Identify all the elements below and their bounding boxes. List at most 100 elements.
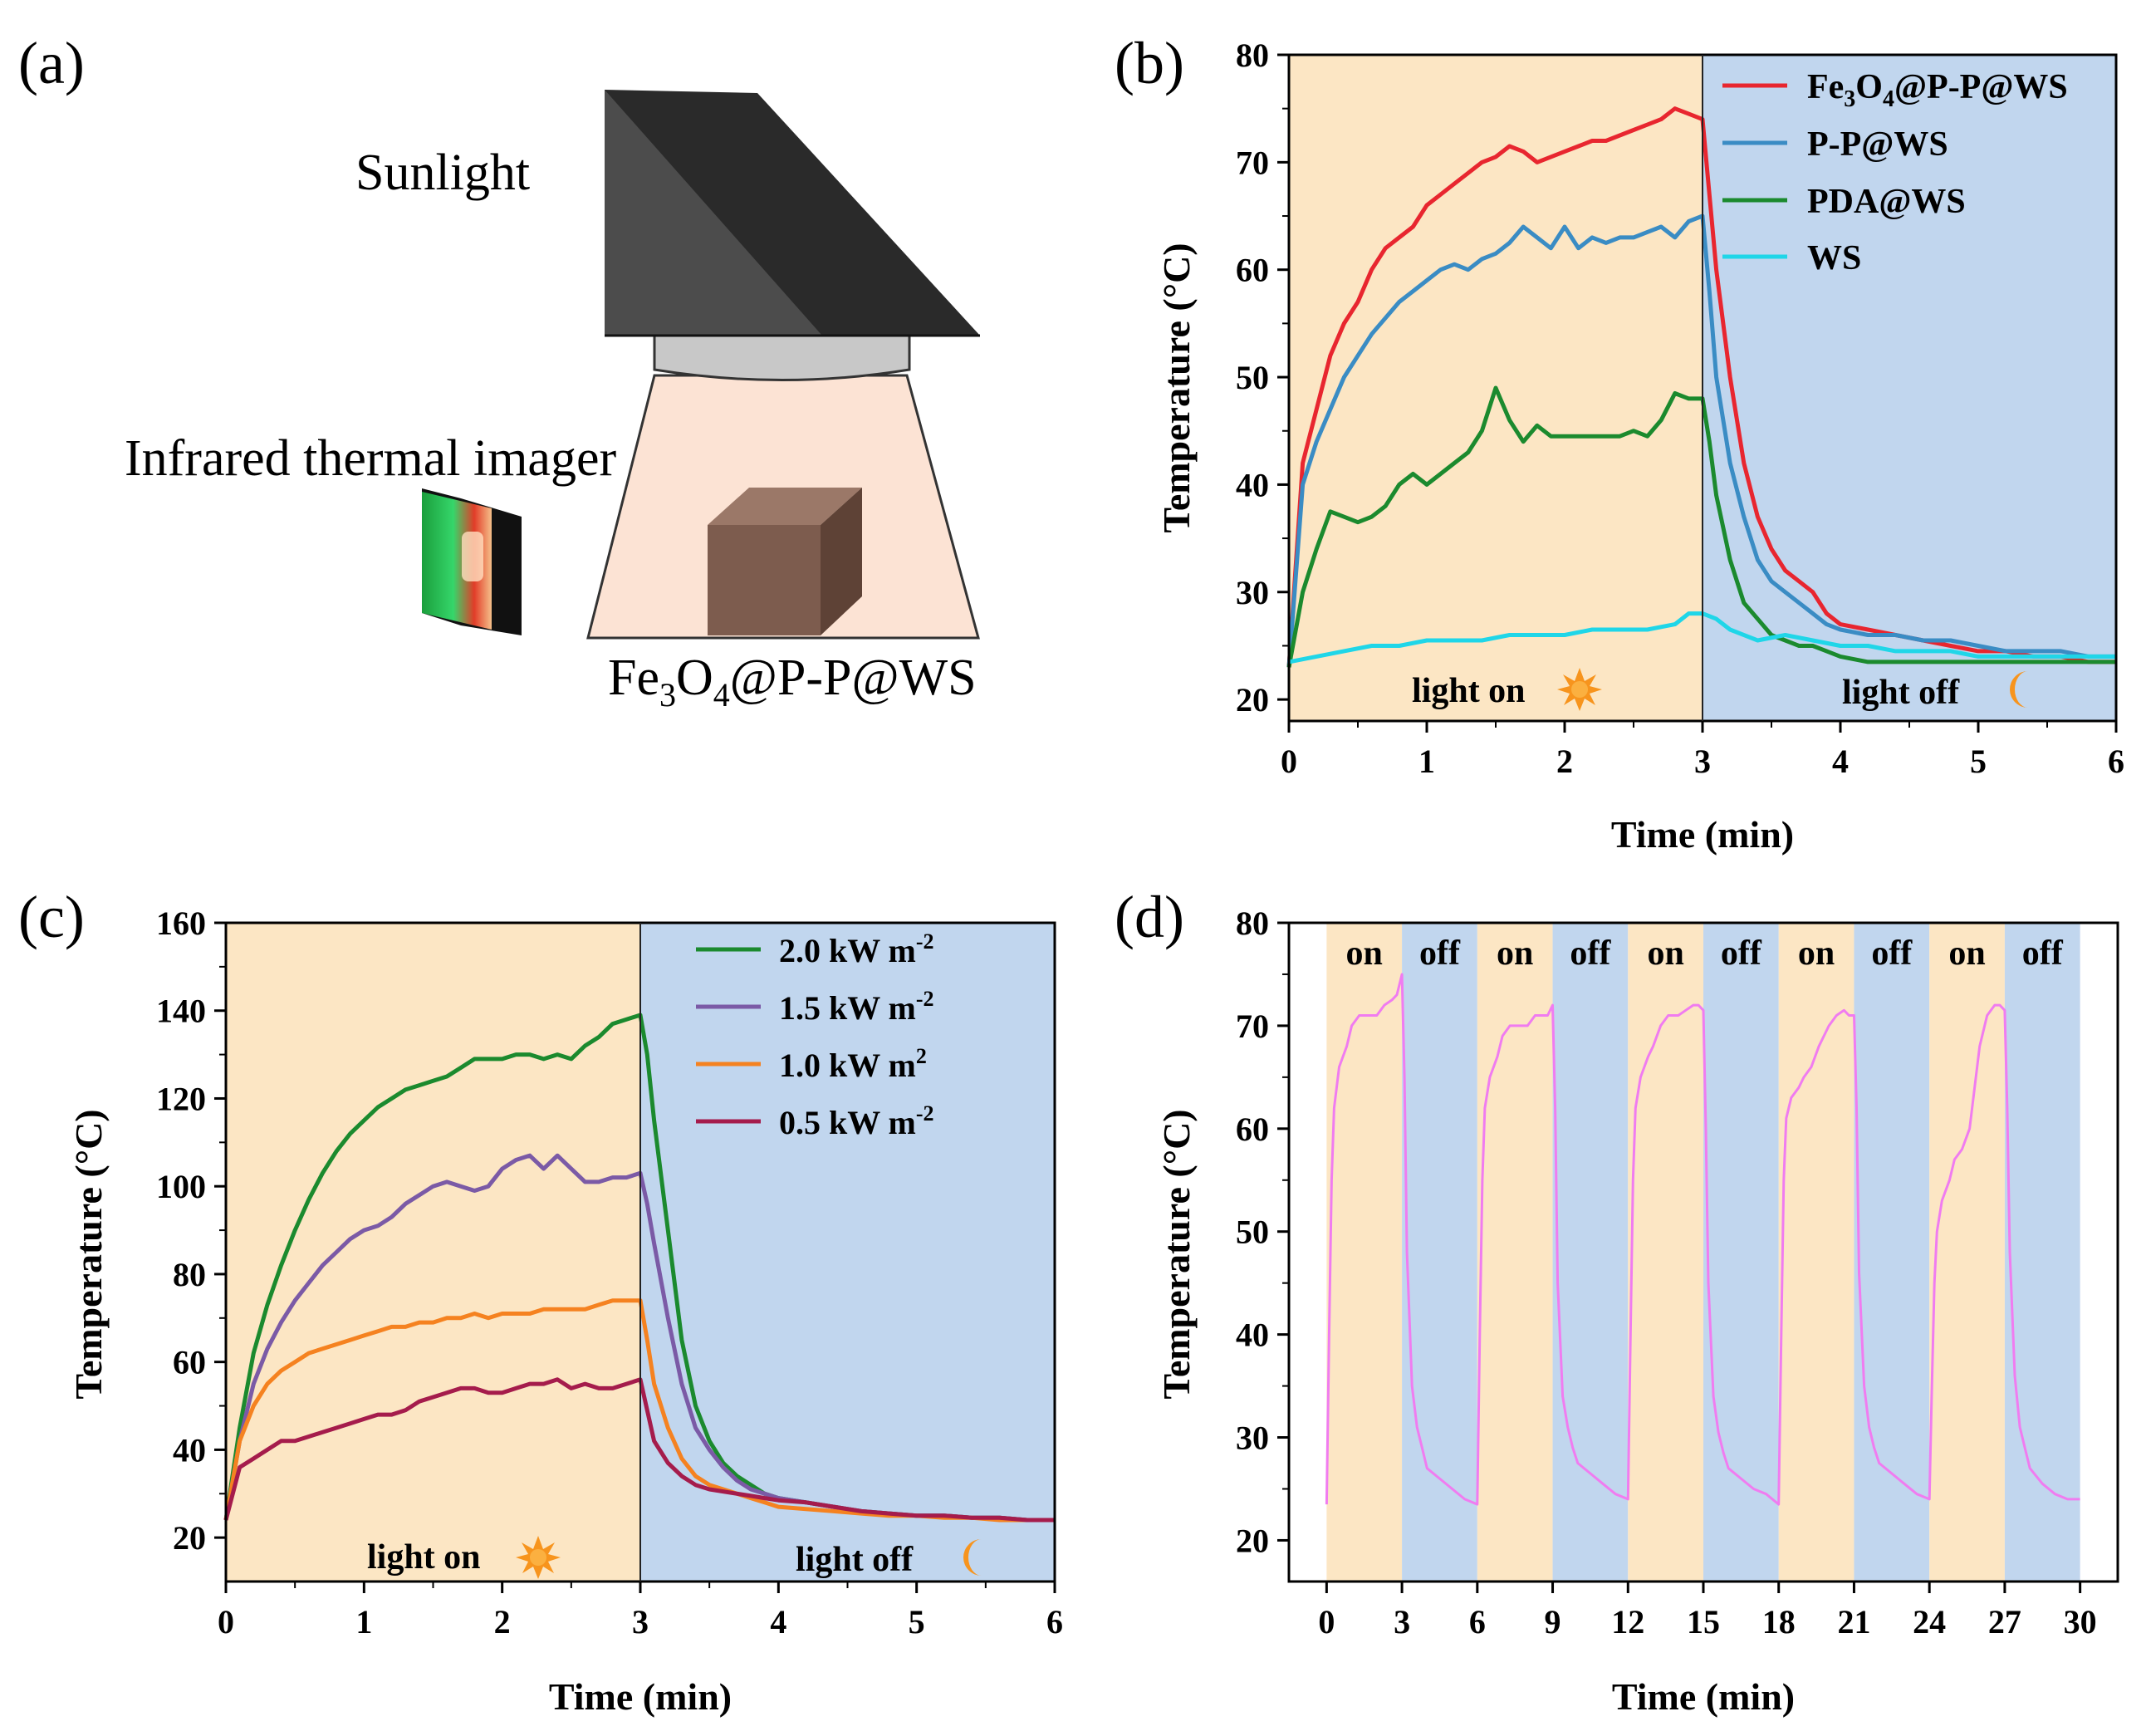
panel-b-y-tick-label-1: 30 (1236, 574, 1269, 611)
panel-c-y-tick-label-1: 40 (173, 1431, 206, 1469)
thermal-imager-icon (422, 488, 522, 635)
panel-c-x-tick-label-4: 4 (770, 1603, 786, 1640)
legend-label-fe3o4: Fe3O4@P-P@WS (1807, 68, 2068, 112)
panel-d-region-0 (1326, 923, 1403, 1582)
sunlight-label: Sunlight (355, 145, 530, 201)
legend-label-pda: PDA@WS (1807, 183, 1966, 221)
panel-c-y-tick-label-6: 140 (156, 993, 206, 1030)
panel-d-region-label-5: off (1721, 934, 1762, 973)
panel-d-region-label-2: on (1497, 934, 1533, 973)
panel-b-x-tick-label-0: 0 (1281, 743, 1297, 780)
panel-d-x-tick-label-7: 21 (1837, 1603, 1870, 1640)
panel-c-y-tick-label-4: 100 (156, 1168, 206, 1205)
panel-d-region-4 (1628, 923, 1703, 1582)
sun-icon (516, 1536, 561, 1579)
legend-label-2-0: 2.0 kW m-2 (779, 929, 934, 969)
panel-b-y-tick-label-4: 60 (1236, 252, 1269, 289)
panel-d-y-tick-label-2: 40 (1236, 1317, 1269, 1354)
panel-b-x-tick-label-6: 6 (2108, 743, 2124, 780)
panel-d-y-tick-label-0: 20 (1236, 1522, 1269, 1559)
panel-b-series (1286, 106, 2116, 668)
panel-d-x-tick-label-2: 6 (1469, 1603, 1486, 1640)
legend-label-1-0: 1.0 kW m2 (779, 1044, 927, 1084)
panel-c-series (223, 1013, 1055, 1523)
panel-d-region-labels: on off on off on off on off on off (1346, 934, 2064, 973)
panel-b-series-1-line (1286, 213, 2116, 668)
panel-c-y-tick-label-5: 120 (156, 1080, 206, 1117)
panel-d-y-tick-label-1: 30 (1236, 1420, 1269, 1457)
panel-c-light-on-label: light on (367, 1538, 481, 1577)
sun-icon (1557, 668, 1602, 711)
panel-d-region-9 (2004, 923, 2080, 1582)
legend-label-ws: WS (1807, 239, 1861, 277)
panel-d-x-tick-label-1: 3 (1394, 1603, 1410, 1640)
panel-c-light-off-label: light off (796, 1541, 914, 1579)
imager-label: Infrared thermal imager (125, 430, 616, 487)
panel-c-chart: (c) 0 1 2 3 4 5 6 20 40 60 80 100 120 140 160 Temperat… (18, 884, 1063, 1718)
panel-b-y-tick-label-6: 80 (1236, 37, 1269, 74)
panel-c-y-tick-label-2: 60 (173, 1344, 206, 1381)
panel-b-series-2-line (1286, 385, 2116, 668)
panel-b-x-tick-label-1: 1 (1418, 743, 1435, 780)
panel-d-region-6 (1778, 923, 1854, 1582)
panel-c-region-1 (640, 923, 1055, 1582)
panel-d-x-tick-label-10: 30 (2064, 1603, 2097, 1640)
legend-label-pp: P-P@WS (1807, 125, 1948, 164)
panel-d-region-5 (1703, 923, 1779, 1582)
panel-c-x-tick-label-5: 5 (909, 1603, 925, 1640)
panel-d-region-label-9: off (2022, 934, 2064, 973)
panel-c-x-tick-label-3: 3 (632, 1603, 649, 1640)
panel-c-series-3-line (223, 1377, 1055, 1523)
panel-d-region-1 (1402, 923, 1477, 1582)
panel-c-legend: 2.0 kW m-2 1.5 kW m-2 1.0 kW m2 0.5 kW m… (696, 929, 934, 1141)
panel-b-region-1 (1703, 55, 2116, 721)
panel-d-y-tick-label-5: 70 (1236, 1008, 1269, 1045)
panel-d-label: (d) (1115, 884, 1184, 950)
panel-c-x-tick-label-6: 6 (1046, 1603, 1063, 1640)
panel-b-light-on-label: light on (1412, 672, 1526, 710)
moon-icon (2010, 671, 2028, 708)
panel-d-y-tick-label-6: 80 (1236, 905, 1269, 942)
panel-b-light-off-label: light off (1842, 674, 1960, 712)
panel-d-y-axis-label: Temperature (°C) (1155, 1109, 1198, 1399)
panel-b-y-tick-label-0: 20 (1236, 681, 1269, 718)
panel-c-label: (c) (18, 884, 85, 950)
panel-d-region-3 (1552, 923, 1629, 1582)
panel-b-legend: Fe3O4@P-P@WS P-P@WS PDA@WS WS (1722, 68, 2068, 277)
panel-c-series-2-line (223, 1298, 1055, 1523)
panel-c-x-tick-label-1: 1 (355, 1603, 372, 1640)
panel-d-y-tick-label-3: 50 (1236, 1214, 1269, 1251)
panel-d-y-tick-label-4: 60 (1236, 1111, 1269, 1148)
panel-c-region-0 (226, 923, 640, 1582)
panel-d-series (1325, 973, 2080, 1506)
panel-d-x-tick-label-0: 0 (1318, 1603, 1335, 1640)
panel-c-x-axis-label: Time (min) (549, 1675, 732, 1718)
sample-cube-front (708, 525, 821, 635)
panel-d-region-label-8: on (1948, 934, 1985, 973)
panel-d-x-tick-label-5: 15 (1687, 1603, 1720, 1640)
panel-b-x-tick-label-2: 2 (1556, 743, 1573, 780)
panel-b-x-tick-label-3: 3 (1694, 743, 1711, 780)
panel-b-y-tick-label-2: 40 (1236, 466, 1269, 503)
panel-b-y-axis-label: Temperature (°C) (1155, 243, 1198, 532)
panel-c-y-tick-label-3: 80 (173, 1256, 206, 1293)
panel-d-region-8 (1929, 923, 2005, 1582)
panel-c-ticks: 0 1 2 3 4 5 6 20 40 60 80 100 120 140 160 (156, 905, 1063, 1640)
moon-icon (963, 1539, 982, 1576)
panel-d-x-tick-label-8: 24 (1913, 1603, 1946, 1640)
panel-a-label: (a) (18, 30, 85, 96)
panel-d-region-label-7: off (1871, 934, 1913, 973)
sample-label: Fe3O4@P-P@WS (608, 650, 977, 714)
panel-b-label: (b) (1115, 30, 1184, 96)
panel-c-y-tick-label-7: 160 (156, 905, 206, 942)
panel-b-x-tick-label-4: 4 (1832, 743, 1849, 780)
lamp-lens (653, 332, 911, 381)
panel-c-y-axis-label: Temperature (°C) (67, 1109, 110, 1399)
panel-d-ticks: 0 3 6 9 12 15 18 21 24 27 30 20 30 40 50 60 70 80 (1236, 905, 2097, 1640)
sample-cube-top (708, 488, 862, 525)
panel-b-series-0-line (1286, 106, 2116, 668)
panel-c-y-tick-label-0: 20 (173, 1519, 206, 1557)
panel-d-regions (1326, 923, 2080, 1582)
